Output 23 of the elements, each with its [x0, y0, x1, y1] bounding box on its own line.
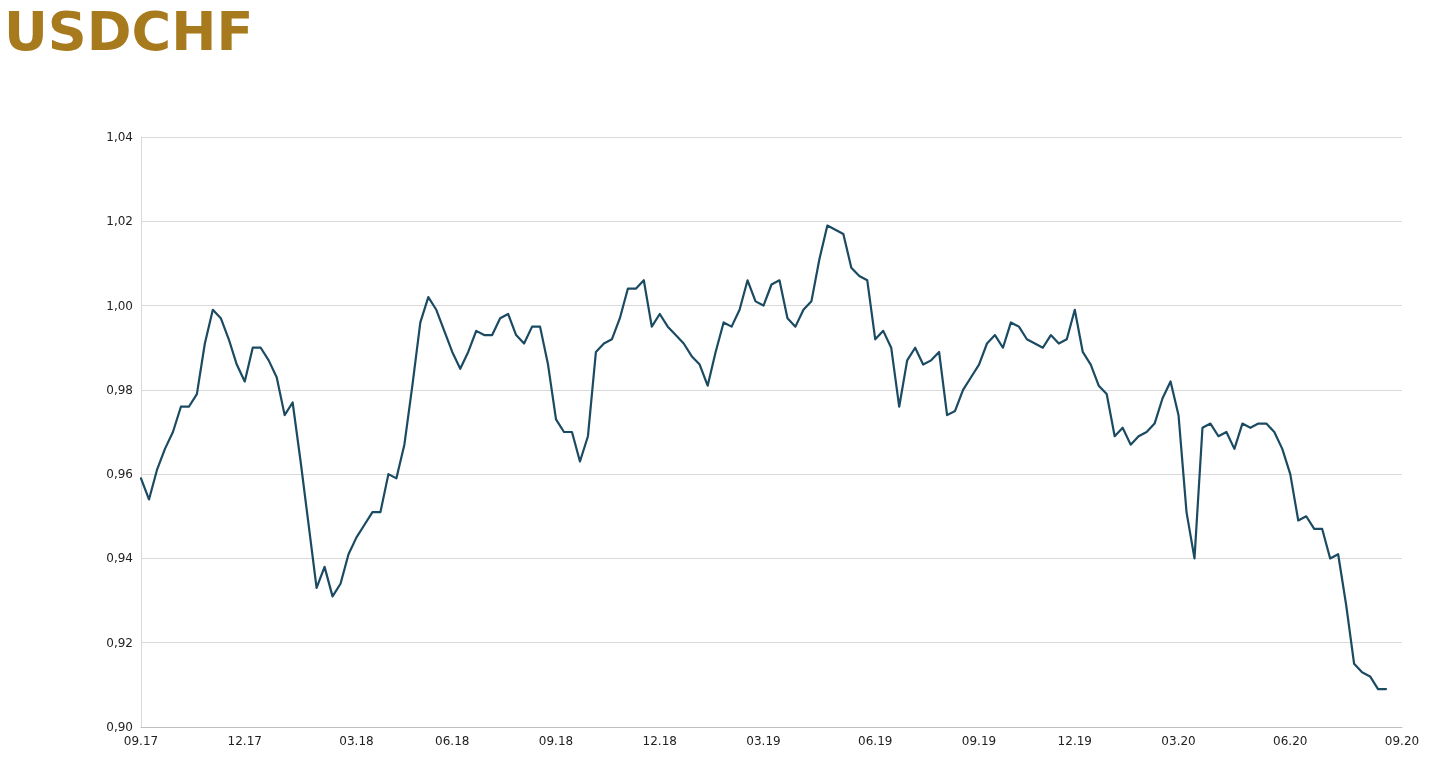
- x-tick-label: 09.18: [538, 734, 574, 748]
- x-tick-label: 09.20: [1384, 734, 1420, 748]
- x-tick-label: 12.17: [227, 734, 262, 748]
- x-tick-label: 06.20: [1273, 734, 1308, 748]
- x-tick-label: 03.19: [746, 734, 781, 748]
- x-tick-label: 12.18: [642, 734, 677, 748]
- x-tick-label: 09.19: [961, 734, 997, 748]
- x-tick-label: 12.19: [1057, 734, 1092, 748]
- line-series: [139, 224, 1388, 691]
- y-tick-label: 0,98: [106, 382, 133, 397]
- y-tick-label: 1,02: [106, 214, 133, 229]
- y-tick-label: 0,96: [106, 467, 133, 482]
- x-tick-label: 06.18: [435, 734, 470, 748]
- x-tick-label: 06.19: [858, 734, 893, 748]
- y-tick-label: 0,94: [106, 551, 133, 566]
- x-tick-label: 09.17: [123, 734, 159, 748]
- y-tick-label: 0,90: [106, 720, 133, 734]
- y-tick-label: 0,92: [106, 635, 133, 650]
- chart-title: USDCHF: [4, 0, 254, 63]
- x-tick-label: 03.18: [339, 734, 374, 748]
- x-tick-label: 03.20: [1161, 734, 1196, 748]
- y-tick-label: 1,04: [106, 130, 133, 144]
- y-tick-label: 1,00: [106, 298, 133, 313]
